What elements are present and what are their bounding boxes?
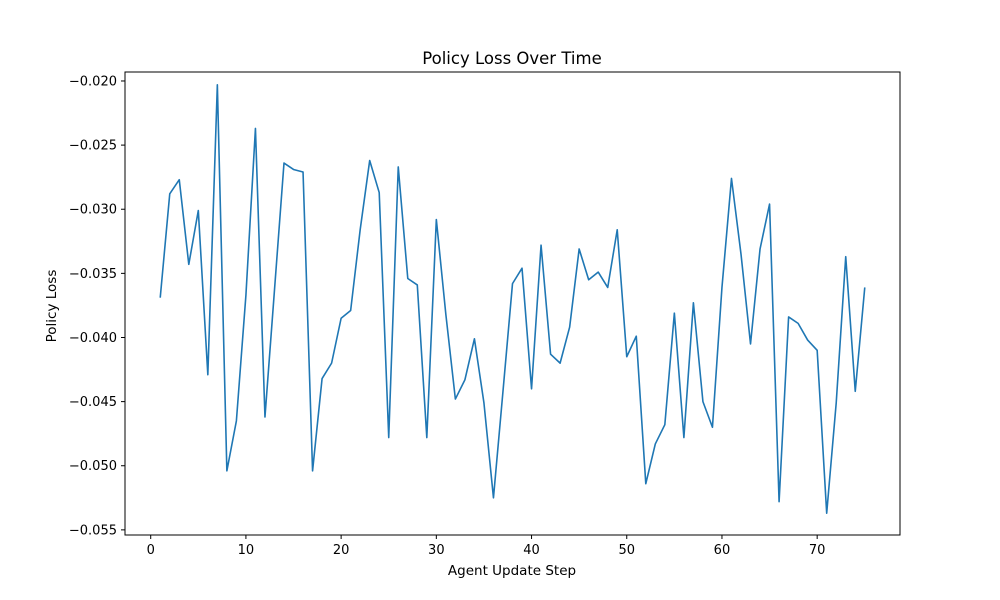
x-tick-label: 30 [428, 543, 445, 558]
y-tick-label: −0.050 [69, 459, 117, 474]
y-tick-label: −0.035 [69, 267, 117, 282]
series-line-0 [159, 84, 866, 514]
x-axis-label: Agent Update Step [448, 563, 576, 579]
plot-area: 0 10 20 30 40 50 60 70 −0.055 −0.050 −0.045 −0.040 −… [69, 71, 901, 558]
x-tick-label: 50 [618, 543, 635, 558]
y-tick-label: −0.020 [69, 74, 117, 89]
y-axis-label: Policy Loss [44, 270, 60, 343]
x-tick-label: 70 [809, 543, 826, 558]
x-tick-label: 60 [714, 543, 731, 558]
y-tick-label: −0.040 [69, 331, 117, 346]
axes-frame [124, 71, 901, 536]
y-tick-label: −0.030 [69, 203, 117, 218]
x-tick-label: 40 [523, 543, 540, 558]
y-tick-label: −0.055 [69, 523, 117, 538]
chart-title: Policy Loss Over Time [422, 49, 601, 68]
x-tick-label: 20 [333, 543, 350, 558]
y-tick-label: −0.045 [69, 395, 117, 410]
x-tick-label: 10 [238, 543, 255, 558]
x-tick-label: 0 [147, 543, 155, 558]
y-tick-label: −0.025 [69, 139, 117, 154]
